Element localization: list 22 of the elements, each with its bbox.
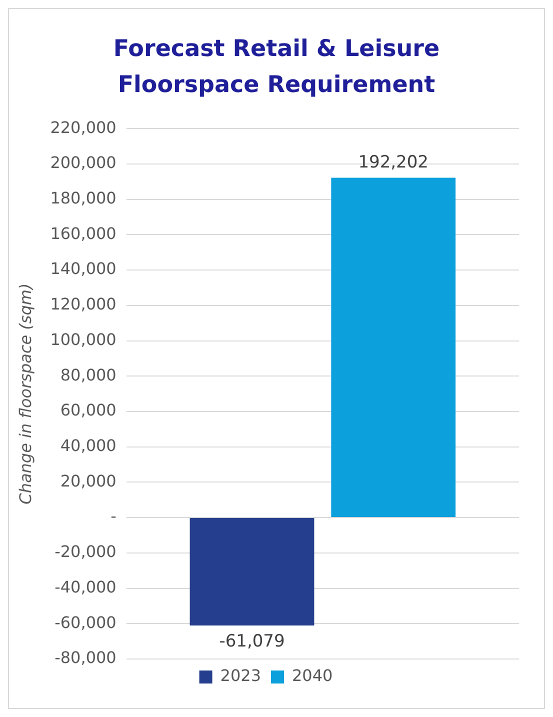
y-tick-label: 140,000 <box>50 259 116 278</box>
y-tick-label: -40,000 <box>54 577 116 596</box>
legend-label: 2040 <box>292 666 333 686</box>
y-axis-title: Change in floorspace (sqm) <box>16 283 35 504</box>
y-tick-label: -60,000 <box>54 612 116 632</box>
legend-label: 2023 <box>220 666 261 686</box>
y-tick-label: 200,000 <box>50 153 116 172</box>
y-tick-label: -20,000 <box>54 542 116 562</box>
y-tick-label: 40,000 <box>60 436 116 455</box>
y-tick-label: 180,000 <box>50 188 116 208</box>
y-tick-label: 80,000 <box>60 365 116 384</box>
y-tick-label: 20,000 <box>60 471 116 490</box>
y-tick-label: - <box>110 506 116 526</box>
y-tick-label: -80,000 <box>54 648 116 668</box>
y-tick-label: 100,000 <box>50 330 116 349</box>
chart-title: Forecast Retail & Leisure Floorspace Requirement <box>112 35 441 100</box>
y-tick-label: 120,000 <box>50 294 116 314</box>
data-label: -61,079 <box>219 631 285 652</box>
data-label: 192,202 <box>358 152 429 173</box>
y-tick-label: 60,000 <box>60 400 116 420</box>
y-tick-label: 160,000 <box>50 224 116 243</box>
y-tick-label: 220,000 <box>50 118 116 137</box>
